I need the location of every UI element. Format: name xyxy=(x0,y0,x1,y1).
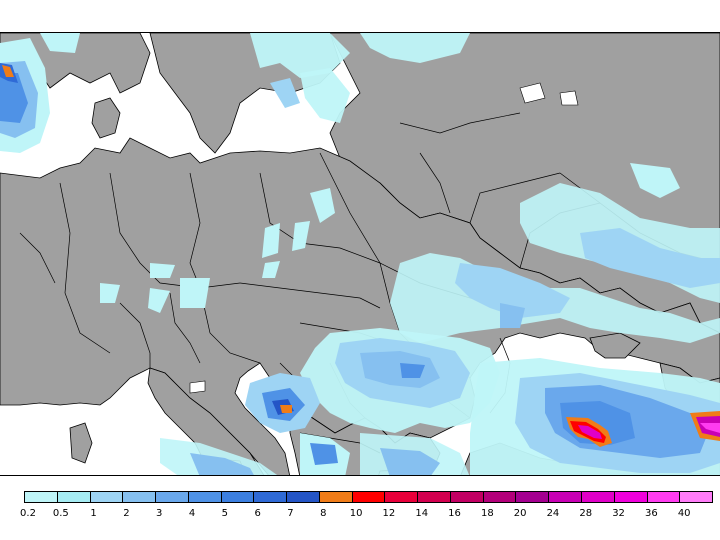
legend-swatch xyxy=(680,492,713,502)
legend-tick-label: 24 xyxy=(546,508,560,519)
legend-swatch xyxy=(254,492,288,502)
legend-tick-label: 14 xyxy=(415,508,429,519)
legend-tick-label: 12 xyxy=(382,508,396,519)
legend-tick-label: 1 xyxy=(90,508,97,519)
lakes xyxy=(189,82,579,394)
legend-tick-label: 20 xyxy=(513,508,527,519)
legend-tick-label: 8 xyxy=(320,508,327,519)
legend-swatch xyxy=(352,492,386,502)
precipitation-overlay xyxy=(0,33,720,475)
precipitation-map xyxy=(0,32,720,476)
legend-swatch xyxy=(123,492,157,502)
legend-tick-label: 4 xyxy=(188,508,196,519)
legend-swatch xyxy=(221,492,255,502)
legend-tick-label: 18 xyxy=(480,508,494,519)
legend-swatch xyxy=(57,492,91,502)
legend-color-bar xyxy=(24,491,713,503)
legend-swatch xyxy=(188,492,222,502)
legend-swatch xyxy=(516,492,550,502)
legend-swatch xyxy=(25,492,58,502)
legend-tick-label: 10 xyxy=(349,508,363,519)
legend-tick-label: 5 xyxy=(221,508,229,519)
legend-tick-label: 2 xyxy=(123,508,130,519)
legend-swatch xyxy=(418,492,451,502)
legend-swatch xyxy=(549,492,583,502)
legend-tick-label: 28 xyxy=(579,508,593,519)
legend-swatch xyxy=(319,492,353,502)
legend-tick-label: 3 xyxy=(156,508,163,519)
legend-tick-label: 16 xyxy=(448,508,461,519)
legend-swatch xyxy=(614,492,648,502)
legend-swatch xyxy=(582,492,615,502)
legend-tick-label: 0.5 xyxy=(52,508,69,519)
legend-tick-label: 36 xyxy=(645,508,658,519)
legend-tick-label: 7 xyxy=(287,508,294,519)
legend-swatch xyxy=(483,492,517,502)
legend-swatch xyxy=(156,492,189,502)
map-canvas xyxy=(0,33,720,475)
color-scale-legend: 0.2 0.5 1 2 3 4 5 6 7 8 10 12 14 16 18 20 24 28 32 36 40 xyxy=(20,491,713,533)
legend-tick-label: 6 xyxy=(254,508,261,519)
legend-swatch xyxy=(385,492,419,502)
legend-tick-label: 0.2 xyxy=(20,508,36,519)
legend-swatch xyxy=(450,492,484,502)
legend-tick-label: 40 xyxy=(677,508,691,519)
legend-swatch xyxy=(90,492,124,502)
legend-tick-labels: 0.2 0.5 1 2 3 4 5 6 7 8 10 12 14 16 18 20 24 28 32 36 40 xyxy=(20,508,713,522)
legend-swatch xyxy=(647,492,681,502)
legend-swatch xyxy=(287,492,320,502)
legend-tick-label: 32 xyxy=(612,508,625,519)
